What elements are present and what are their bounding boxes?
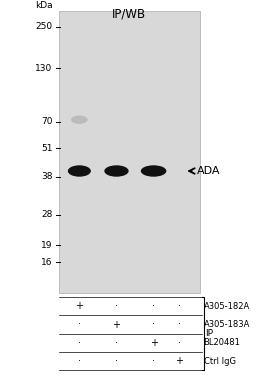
Text: IP/WB: IP/WB (112, 8, 146, 21)
Text: +: + (112, 320, 121, 329)
Text: 250: 250 (35, 22, 52, 31)
Text: +: + (175, 356, 183, 366)
Text: 130: 130 (35, 64, 52, 73)
Ellipse shape (68, 165, 91, 177)
Text: ADA: ADA (197, 166, 221, 176)
Text: 70: 70 (41, 117, 52, 126)
Text: ·: · (115, 356, 118, 366)
Text: ·: · (152, 356, 155, 366)
Text: +: + (75, 301, 83, 311)
Text: ·: · (178, 301, 181, 311)
Ellipse shape (141, 165, 166, 177)
Text: Ctrl IgG: Ctrl IgG (204, 356, 236, 366)
Text: 38: 38 (41, 172, 52, 181)
Text: 28: 28 (41, 210, 52, 219)
Text: 19: 19 (41, 241, 52, 250)
Text: 16: 16 (41, 258, 52, 267)
Text: ·: · (152, 301, 155, 311)
Text: kDa: kDa (35, 0, 52, 10)
Text: BL20481: BL20481 (204, 338, 240, 347)
Text: ·: · (78, 338, 81, 348)
Ellipse shape (104, 165, 129, 177)
Text: ·: · (178, 338, 181, 348)
Text: ·: · (152, 320, 155, 329)
Bar (59, 11, 200, 293)
Text: ·: · (78, 356, 81, 366)
Text: 51: 51 (41, 144, 52, 153)
Text: ·: · (115, 338, 118, 348)
Ellipse shape (71, 116, 88, 124)
Text: ·: · (115, 301, 118, 311)
Text: IP: IP (206, 329, 214, 338)
Text: ·: · (178, 320, 181, 329)
Text: A305-183A: A305-183A (204, 320, 250, 329)
Text: ·: · (78, 320, 81, 329)
Text: +: + (150, 338, 158, 348)
Text: A305-182A: A305-182A (204, 302, 250, 311)
